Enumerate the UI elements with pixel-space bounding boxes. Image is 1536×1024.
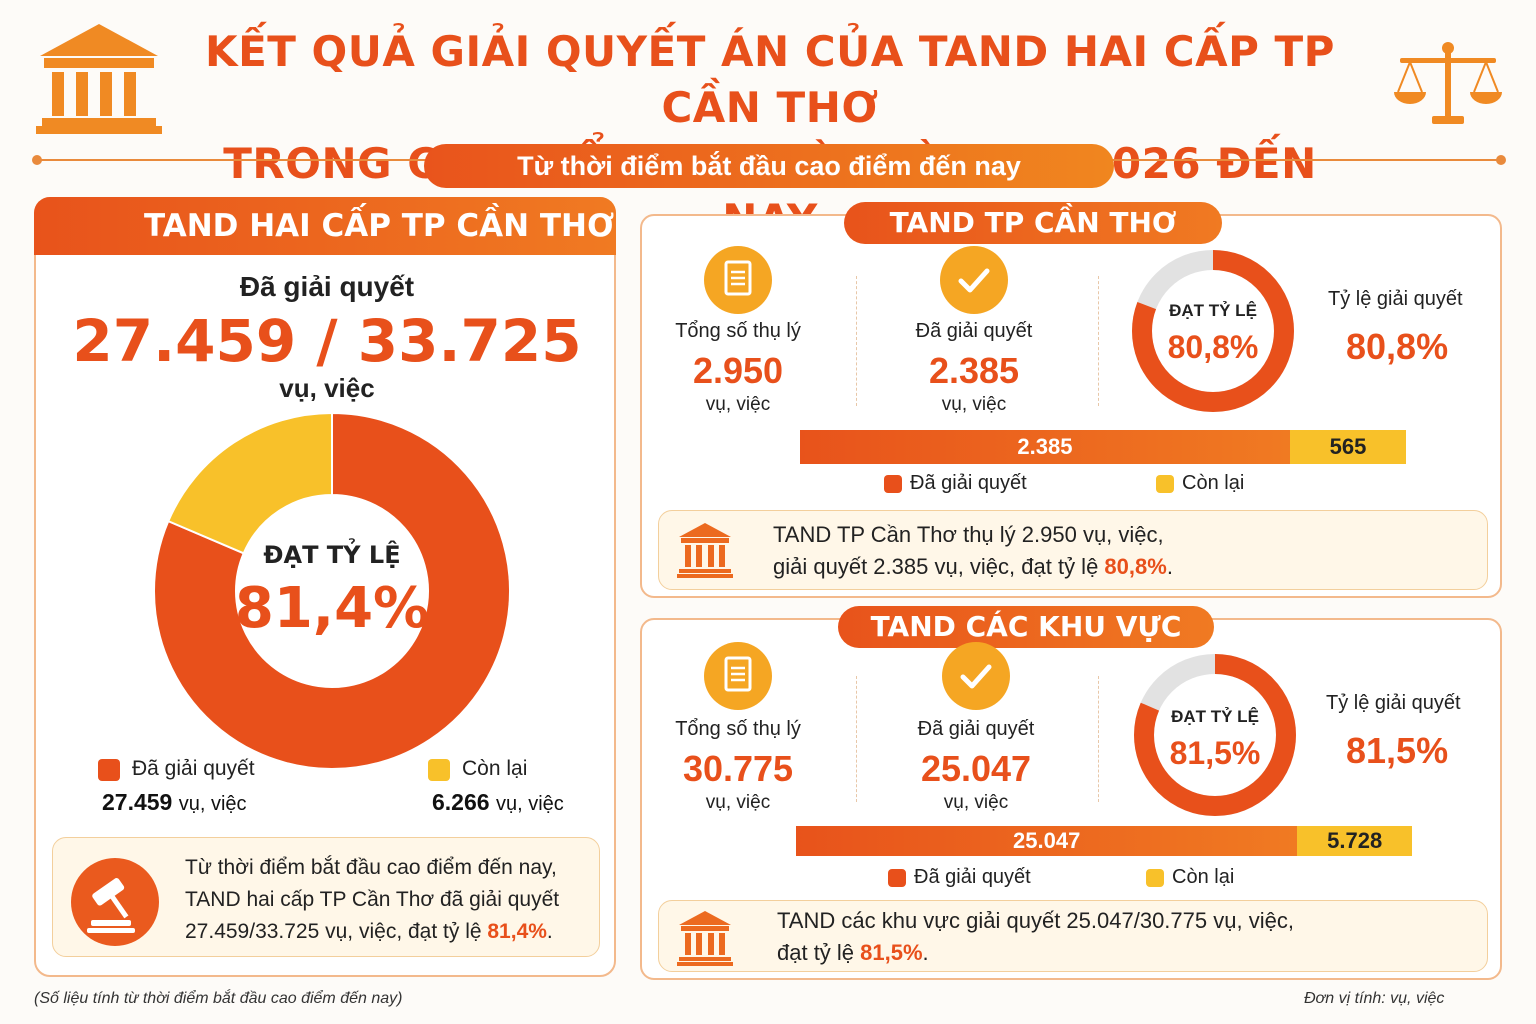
donut-arc-resolved <box>1132 250 1294 412</box>
city-court-header: TAND TP CẦN THƠ <box>844 202 1222 244</box>
document-icon <box>704 642 772 710</box>
resolved-total: 27.459 / 33.725 <box>72 307 582 375</box>
divider-left <box>36 159 430 161</box>
regional-rate-donut: ĐẠT TỶ LỆ 81,5% <box>1134 654 1296 816</box>
donut-slice-remaining <box>166 411 333 555</box>
city-rate-label: Tỷ lệ giải quyết <box>1328 288 1463 310</box>
legend-remaining: Còn lại <box>462 757 528 780</box>
city-total-value: 2.950 <box>692 350 784 391</box>
summary-note-text: Từ thời điểm bắt đầu cao điểm đến nay, T… <box>185 856 560 943</box>
courthouse-icon <box>677 911 733 966</box>
legend-resolved: Đã giải quyết <box>132 757 255 780</box>
legend-resolved: Đã giải quyết <box>910 472 1027 494</box>
regional-total-value: 30.775 <box>682 748 794 789</box>
regional-resolved-value: 25.047 <box>920 748 1032 789</box>
scales-of-justice-icon <box>1394 42 1502 124</box>
donut-center-label: ĐẠT TỶ LỆ <box>263 536 400 569</box>
gavel-icon <box>71 858 159 946</box>
bar-segment-remaining: 5.728 <box>1297 826 1412 856</box>
donut-label: ĐẠT TỶ LỆ <box>1171 707 1259 726</box>
city-court-panel: TAND TP CẦN THƠ Tổng số thụ lý 2.950 vụ,… <box>640 202 1502 598</box>
city-rate-value: 80,8% <box>1346 326 1449 367</box>
courthouse-icon <box>677 523 733 578</box>
unit-label: vụ, việc <box>279 373 375 403</box>
donut-value: 80,8% <box>1168 329 1259 365</box>
legend-resolved-value: 27.459 vụ, việc <box>102 789 247 815</box>
bar-segment-resolved: 2.385 <box>800 430 1290 464</box>
regional-courts-header: TAND CÁC KHU VỰC <box>838 606 1214 648</box>
unit-note: Đơn vị tính: vụ, việc <box>1304 990 1445 1007</box>
legend-swatch-remaining <box>1156 475 1174 493</box>
city-resolved-value: 2.385 <box>928 350 1020 391</box>
regional-rate-value: 81,5% <box>1346 730 1449 771</box>
legend-remaining-value: 6.266 vụ, việc <box>432 789 564 815</box>
left-panel-header: TAND HAI CẤP TP CẦN THƠ <box>34 197 616 255</box>
regional-summary-note: TAND các khu vực giải quyết 25.047/30.77… <box>658 900 1488 972</box>
footnote: (Số liệu tính từ thời điểm bắt đầu cao đ… <box>34 990 403 1007</box>
divider-right <box>1110 159 1500 161</box>
divider-dot <box>1496 155 1506 165</box>
regional-stacked-bar: 25.047 5.728 <box>796 826 1412 856</box>
subtitle-banner: Từ thời điểm bắt đầu cao điểm đến nay <box>424 144 1114 188</box>
page-title: KẾT QUẢ GIẢI QUYẾT ÁN CỦA TAND HAI CẤP T… <box>205 27 1335 244</box>
regional-total-label: Tổng số thụ lý <box>675 718 801 740</box>
regional-resolved-unit: vụ, việc <box>943 792 1009 813</box>
legend-remaining: Còn lại <box>1172 866 1235 888</box>
divider <box>856 276 857 406</box>
divider <box>1098 676 1099 802</box>
regional-courts-panel: TAND CÁC KHU VỰC Tổng số thụ lý 30.775 v… <box>640 606 1502 980</box>
city-rate-donut: ĐẠT TỶ LỆ 80,8% <box>1132 250 1294 412</box>
legend-swatch-resolved <box>884 475 902 493</box>
bar-segment-remaining: 565 <box>1289 430 1406 464</box>
divider <box>1098 276 1099 406</box>
left-panel-two-level-courts: TAND HAI CẤP TP CẦN THƠ Đã giải quyết 27… <box>34 197 616 977</box>
document-icon <box>704 246 772 314</box>
divider-dot <box>32 155 42 165</box>
regional-resolved-label: Đã giải quyết <box>917 718 1035 740</box>
legend-swatch-resolved <box>888 869 906 887</box>
courthouse-icon <box>36 24 162 134</box>
city-resolved-unit: vụ, việc <box>941 394 1007 415</box>
city-resolved-label: Đã giải quyết <box>915 320 1033 342</box>
legend-swatch-remaining <box>428 759 450 781</box>
donut-arc-resolved <box>1134 654 1296 816</box>
regional-summary-text: TAND các khu vực giải quyết 25.047/30.77… <box>777 908 1294 965</box>
donut-slice-resolved <box>153 411 511 770</box>
donut-label: ĐẠT TỶ LỆ <box>1169 301 1257 320</box>
legend-swatch-resolved <box>98 759 120 781</box>
regional-total-unit: vụ, việc <box>705 792 771 813</box>
city-stacked-bar: 2.385 565 <box>800 430 1406 464</box>
legend-remaining: Còn lại <box>1182 472 1245 494</box>
summary-note: Từ thời điểm bắt đầu cao điểm đến nay, T… <box>52 837 600 957</box>
checkmark-icon <box>942 642 1010 710</box>
city-total-label: Tổng số thụ lý <box>675 320 801 342</box>
resolved-label: Đã giải quyết <box>239 271 415 302</box>
regional-rate-label: Tỷ lệ giải quyết <box>1326 692 1461 714</box>
city-summary-text: TAND TP Cần Thơ thụ lý 2.950 vụ, việc, g… <box>773 522 1173 579</box>
city-total-unit: vụ, việc <box>705 394 771 415</box>
bar-segment-resolved: 25.047 <box>796 826 1298 856</box>
donut-value: 81,5% <box>1170 735 1261 771</box>
city-summary-note: TAND TP Cần Thơ thụ lý 2.950 vụ, việc, g… <box>658 510 1488 590</box>
legend-resolved: Đã giải quyết <box>914 866 1031 888</box>
legend-swatch-remaining <box>1146 869 1164 887</box>
checkmark-icon <box>940 246 1008 314</box>
main-donut-chart: ĐẠT TỶ LỆ 81,4% <box>153 411 511 770</box>
divider <box>856 676 857 802</box>
donut-center-value: 81,4% <box>235 576 429 641</box>
